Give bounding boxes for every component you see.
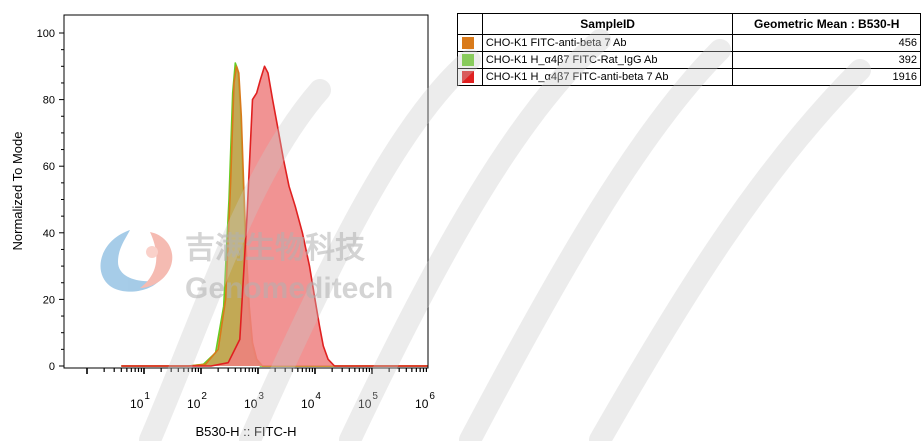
plot-frame — [63, 14, 429, 369]
legend-swatch-cell — [457, 51, 483, 69]
legend-sample-name: CHO-K1 H_α4β7 FITC-anti-beta 7 Ab — [481, 68, 734, 86]
legend-row: CHO-K1 FITC-anti-beta 7 Ab 456 — [457, 34, 921, 52]
legend-swatch-orange — [462, 37, 474, 49]
x-axis-label: B530-H :: FITC-H — [195, 424, 296, 439]
y-axis: 0 20 40 60 80 100 — [37, 28, 64, 373]
x-tick-label: 104 — [301, 391, 321, 411]
legend-sample-name: CHO-K1 H_α4β7 FITC-Rat_IgG Ab — [481, 51, 734, 69]
x-axis: 101 102 103 104 105 106 — [86, 368, 435, 411]
legend-gmean-value: 1916 — [732, 68, 921, 86]
legend-header-row: SampleID Geometric Mean : B530-H — [457, 13, 921, 35]
legend-sample-name: CHO-K1 FITC-anti-beta 7 Ab — [481, 34, 734, 52]
y-tick-label: 80 — [43, 95, 55, 107]
y-axis-label: Normalized To Mode — [10, 132, 25, 251]
y-tick-label: 0 — [49, 361, 55, 373]
legend-swatch-green — [462, 54, 474, 66]
y-tick-label: 100 — [37, 28, 55, 40]
legend-table: SampleID Geometric Mean : B530-H CHO-K1 … — [457, 13, 921, 86]
x-tick-label: 105 — [358, 391, 378, 411]
x-tick-label: 102 — [187, 391, 207, 411]
histogram-red-line — [121, 65, 428, 367]
legend-row: CHO-K1 H_α4β7 FITC-Rat_IgG Ab 392 — [457, 51, 921, 69]
legend-gmean-value: 392 — [732, 51, 921, 69]
legend-header-sampleid: SampleID — [481, 13, 734, 35]
legend-swatch-cell — [457, 34, 483, 52]
y-tick-label: 40 — [43, 228, 55, 240]
legend-swatch-red — [462, 71, 474, 83]
x-tick-label: 101 — [130, 391, 150, 411]
legend-row: CHO-K1 H_α4β7 FITC-anti-beta 7 Ab 1916 — [457, 68, 921, 86]
y-tick-label: 60 — [43, 161, 55, 173]
histogram-curves — [121, 62, 429, 367]
y-tick-label: 20 — [43, 294, 55, 306]
histogram-red-area — [121, 66, 429, 367]
legend-header-gmean: Geometric Mean : B530-H — [732, 13, 921, 35]
x-tick-label: 103 — [244, 391, 264, 411]
legend-header-swatch — [457, 13, 483, 35]
legend-swatch-cell — [457, 68, 483, 86]
x-tick-label: 106 — [415, 391, 435, 411]
legend-gmean-value: 456 — [732, 34, 921, 52]
